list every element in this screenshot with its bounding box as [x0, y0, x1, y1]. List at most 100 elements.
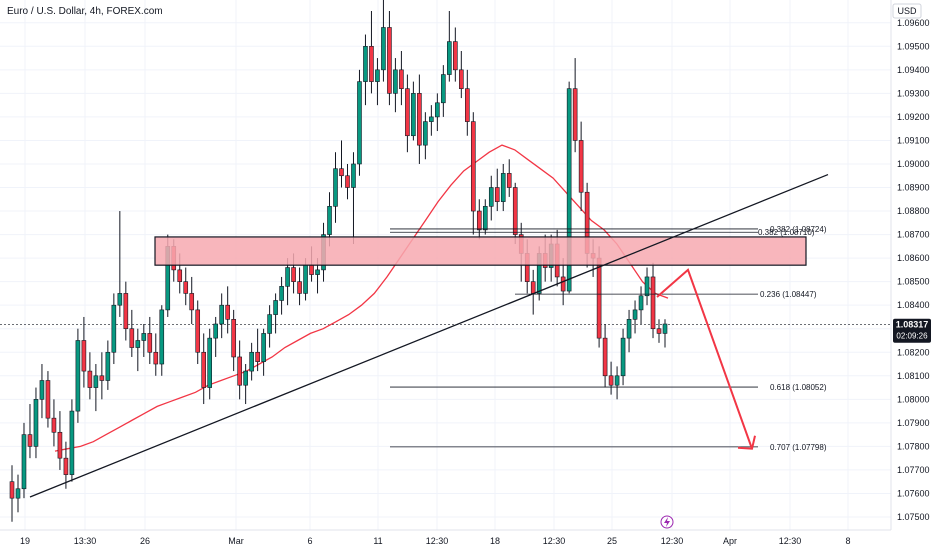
price-tick-label: 1.07500 — [897, 512, 930, 522]
candle-body — [441, 74, 446, 104]
candle-body — [93, 375, 99, 388]
trendline[interactable] — [29, 173, 829, 498]
time-tick-label: 11 — [373, 536, 382, 546]
price-tick-label: 1.08100 — [897, 371, 930, 381]
candle-body — [506, 173, 512, 188]
candle — [417, 74, 422, 164]
fib-level[interactable]: 0.236 (1.08447) — [515, 290, 817, 299]
candle-body — [9, 481, 15, 499]
price-tick-label: 1.08500 — [897, 277, 930, 287]
candle-body — [596, 257, 602, 339]
candle — [644, 267, 650, 306]
candle — [153, 333, 159, 376]
candle — [423, 112, 428, 160]
candle-body — [530, 281, 536, 294]
candle-body — [399, 69, 404, 89]
candle — [9, 465, 15, 522]
candle-body — [39, 380, 45, 400]
candle-body — [213, 323, 218, 339]
moving-average-line — [54, 144, 669, 452]
candle-body — [351, 163, 356, 188]
fib-level[interactable]: 0.382 (1.08710) — [390, 228, 815, 237]
candle — [662, 319, 668, 348]
candle — [81, 316, 87, 388]
candle — [351, 152, 356, 244]
candle — [135, 328, 141, 372]
candle-body — [111, 304, 117, 353]
candle-body — [566, 88, 572, 292]
candle-body — [255, 351, 260, 362]
candle-body — [488, 187, 494, 207]
candle-body — [237, 356, 242, 386]
candle-body — [644, 276, 650, 297]
candle-body — [63, 457, 69, 475]
projection-layer — [656, 268, 756, 450]
candle-body — [147, 333, 153, 353]
fib-level[interactable]: 0.382 (1.08724) — [390, 225, 827, 234]
candle-body — [153, 351, 159, 365]
candle — [279, 276, 284, 315]
candle-body — [602, 337, 608, 377]
candle-body — [141, 333, 147, 341]
candle — [15, 474, 21, 513]
candle-body — [494, 187, 500, 202]
price-tick-label: 1.07900 — [897, 418, 930, 428]
lightning-icon[interactable] — [660, 515, 674, 529]
candle-body — [75, 340, 81, 412]
candle — [638, 286, 644, 325]
candle-body — [387, 27, 392, 94]
candle-body — [57, 431, 63, 459]
candle-body — [608, 375, 614, 386]
fib-label: 0.382 (1.08724) — [770, 225, 827, 234]
price-axis[interactable]: 1.09600 1.09500 1.09400 1.09300 1.09200 1.091… — [897, 18, 930, 522]
candle-body — [315, 269, 320, 275]
candle — [602, 324, 608, 388]
candle-body — [447, 41, 452, 75]
candle — [51, 399, 57, 447]
candle — [626, 309, 632, 353]
price-tick-label: 1.09400 — [897, 65, 930, 75]
candle-body — [123, 293, 129, 330]
currency-badge[interactable] — [892, 3, 922, 19]
candle — [201, 333, 207, 405]
fib-level[interactable]: 0.707 (1.07798) — [390, 443, 827, 452]
price-tick-label: 1.08800 — [897, 206, 930, 216]
candle-body — [279, 286, 284, 301]
candle — [99, 352, 105, 400]
candle — [405, 74, 410, 153]
candle — [435, 93, 440, 132]
candle — [21, 422, 27, 499]
candle — [111, 293, 117, 365]
candle — [500, 163, 506, 212]
price-tick-label: 1.07700 — [897, 465, 930, 475]
candle-body — [51, 417, 57, 433]
candle — [105, 340, 111, 390]
candle — [93, 364, 99, 412]
candle-body — [99, 375, 105, 381]
candle — [45, 371, 51, 428]
candle — [183, 267, 189, 306]
candle-body — [327, 206, 332, 235]
candle-body — [614, 375, 620, 386]
projection-arrow[interactable] — [656, 268, 753, 450]
time-tick-label: 19 — [20, 536, 30, 546]
candle — [441, 65, 446, 117]
candle — [129, 309, 135, 357]
candle-body — [177, 269, 183, 282]
candle-body — [429, 116, 434, 122]
candle — [506, 159, 512, 197]
time-tick-label: 18 — [490, 536, 500, 546]
candle — [225, 286, 230, 334]
candle — [387, 11, 392, 106]
candle-body — [405, 88, 410, 137]
fib-level[interactable]: 0.618 (1.08052) — [390, 383, 827, 392]
candle — [255, 328, 260, 372]
candle — [117, 211, 123, 317]
candle-body — [105, 351, 111, 381]
time-axis[interactable]: 19 13:30 26 Mar 6 11 12:30 18 12:30 25 12:30 Apr 12:… — [20, 536, 851, 546]
resistance-zone[interactable] — [154, 236, 807, 266]
candle — [63, 441, 69, 489]
candle — [243, 364, 248, 405]
candle-body — [357, 81, 362, 165]
